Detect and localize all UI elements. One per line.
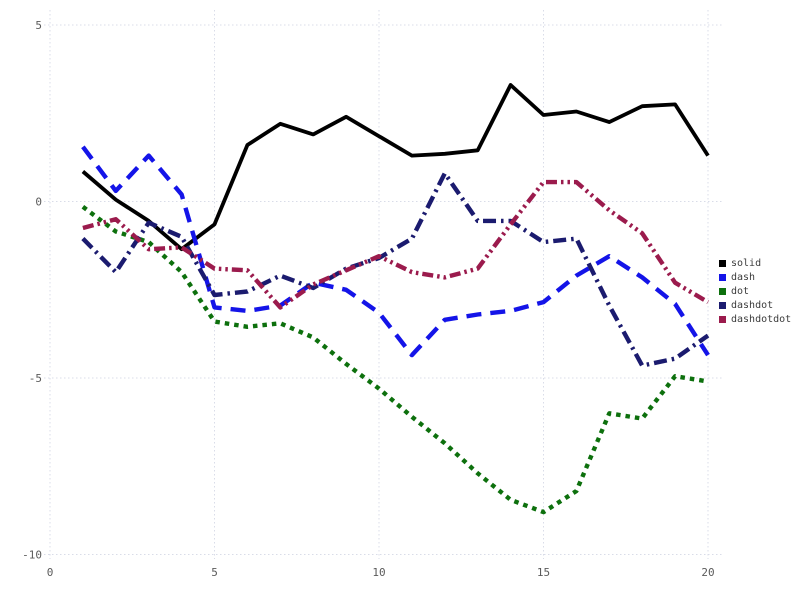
legend-swatch-dash	[719, 274, 726, 281]
legend-item-solid: solid	[719, 258, 791, 269]
legend-swatch-dot	[719, 288, 726, 295]
series-line-dashdotdot	[82, 179, 710, 310]
x-tick-label: 0	[47, 566, 54, 579]
legend-label: dash	[731, 272, 756, 283]
y-tick-label: 0	[35, 196, 42, 209]
legend: solid dash dot dashdot dashdotdot	[719, 258, 791, 325]
legend-swatch-dashdotdot	[719, 316, 726, 323]
legend-label: dot	[731, 286, 750, 297]
x-tick-label: 5	[211, 566, 218, 579]
y-tick-label: -10	[22, 549, 42, 562]
legend-item-dashdotdot: dashdotdot	[719, 314, 791, 325]
series-line-solid	[81, 83, 710, 252]
y-tick-label: 5	[35, 19, 42, 32]
series-line-dot	[81, 205, 709, 515]
series-line-dash	[81, 145, 710, 358]
legend-label: dashdot	[731, 300, 774, 311]
legend-label: dashdotdot	[731, 314, 792, 325]
legend-item-dash: dash	[719, 272, 791, 283]
legend-swatch-dashdot	[719, 302, 726, 309]
x-tick-label: 10	[372, 566, 385, 579]
series-line-dashdot	[81, 171, 710, 368]
y-tick-label: -5	[29, 372, 42, 385]
x-tick-label: 20	[701, 566, 714, 579]
x-tick-label: 15	[537, 566, 550, 579]
legend-swatch-solid	[719, 260, 726, 267]
legend-item-dot: dot	[719, 286, 791, 297]
legend-item-dashdot: dashdot	[719, 300, 791, 311]
legend-label: solid	[731, 258, 762, 269]
